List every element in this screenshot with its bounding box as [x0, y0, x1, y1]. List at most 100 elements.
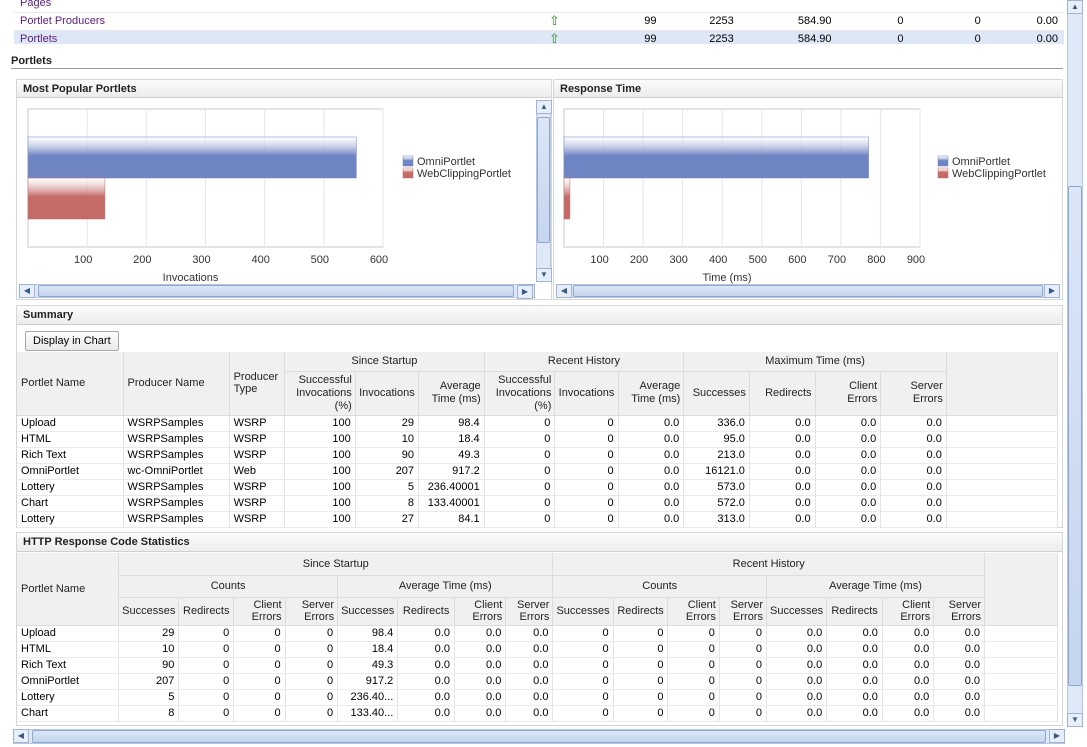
table-cell: 0.0	[766, 689, 828, 706]
column-header-client: Client Errors	[233, 597, 286, 626]
legend-label: WebClippingPortlet	[417, 168, 511, 180]
scroll-thumb[interactable]	[32, 730, 1046, 743]
table-row[interactable]: Rich Text WSRPSamples WSRP 100 90 49.3 0 0 0.0 21…	[17, 447, 1059, 464]
table-cell: 0.0	[815, 495, 882, 512]
table-cell: 100	[284, 431, 356, 448]
table-row[interactable]: HTML WSRPSamples WSRP 100 10 18.4 0 0 0.0 95.0 0.0…	[17, 431, 1059, 448]
portlet-link[interactable]: Portlets	[14, 30, 534, 44]
table-cell: 0.0	[505, 625, 554, 642]
table-row[interactable]: Lottery 5 0 0 0 236.40... 0.0 0.0 0.0 0 0 0 0 0.0 0.0 0…	[17, 689, 1058, 706]
scroll-thumb[interactable]	[537, 117, 550, 243]
portlet-link[interactable]: Pages	[14, 0, 534, 13]
bar-omniportlet[interactable]	[563, 136, 869, 179]
group-header-recent-history: Recent History	[552, 553, 986, 576]
page-vertical-scrollbar[interactable]: ▲ ▼	[1067, 0, 1083, 727]
scroll-thumb[interactable]	[573, 285, 1043, 297]
scroll-right-icon[interactable]: ▶	[517, 285, 533, 299]
scroll-left-icon[interactable]: ◀	[13, 729, 29, 743]
most-popular-portlets-chart: 100 200 300 400 500 600 Invocations OmniPortlet…	[27, 108, 511, 284]
scroll-left-icon[interactable]: ◀	[556, 284, 572, 298]
table-row[interactable]: Upload WSRPSamples WSRP 100 29 98.4 0 0 0.0 336.0…	[17, 415, 1059, 432]
legend-swatch	[402, 155, 414, 167]
bar-webclippingportlet[interactable]	[563, 177, 571, 220]
table-row[interactable]: Lottery WSRPSamples WSRP 100 27 84.1 0 0 0.0 313.…	[17, 511, 1059, 528]
table-cell: 236.40001	[418, 479, 485, 496]
chart-vertical-scrollbar[interactable]: ▲ ▼	[536, 100, 552, 282]
table-cell: 0	[233, 673, 286, 690]
table-cell: 0	[178, 641, 235, 658]
table-cell: 0.0	[397, 673, 455, 690]
table-cell: 0	[719, 673, 767, 690]
table-cell: 0.0	[880, 463, 947, 480]
table-row[interactable]: Rich Text 90 0 0 0 49.3 0.0 0.0 0.0 0 0 0 0 0.0 0.0 0.0…	[17, 657, 1058, 674]
table-row[interactable]: HTML 10 0 0 0 18.4 0.0 0.0 0.0 0 0 0 0 0.0 0.0 0.0 0.0	[17, 641, 1058, 658]
scroll-up-icon[interactable]: ▲	[536, 100, 552, 114]
table-cell: 0.0	[454, 641, 507, 658]
column-header-ss-invocations: Invocations	[355, 371, 420, 416]
table-cell: WSRP	[229, 495, 286, 512]
table-cell: 0	[285, 641, 339, 658]
metric-cell: 584.90	[739, 30, 838, 44]
table-cell: 0	[484, 415, 556, 432]
table-row[interactable]: Portlet Producers ⇧ 99 2253 584.90 0 0 0.00	[14, 12, 1064, 31]
portlet-link[interactable]: Portlet Producers	[14, 12, 534, 31]
column-header-client: Client Errors	[454, 597, 507, 626]
table-cell: 0.0	[505, 641, 554, 658]
row-filler	[946, 447, 1059, 464]
table-cell: 0	[552, 673, 614, 690]
metric-cell: 2253	[662, 30, 740, 44]
table-cell: 0.0	[815, 447, 882, 464]
table-row[interactable]: OmniPortlet wc-OmniPortlet Web 100 207 917.2 0…	[17, 463, 1059, 480]
scroll-up-icon[interactable]: ▲	[1067, 0, 1083, 14]
most-popular-portlets-panel: Most Popular Portlets 100 200 300 400 500 600…	[16, 79, 552, 300]
table-cell: 0.0	[397, 641, 455, 658]
table-cell: 0	[233, 625, 286, 642]
scroll-right-icon[interactable]: ▶	[1044, 284, 1060, 298]
bar-omniportlet[interactable]	[27, 136, 357, 179]
table-cell: 0.0	[618, 463, 685, 480]
table-cell: 0	[667, 657, 720, 674]
scroll-left-icon[interactable]: ◀	[19, 284, 35, 298]
table-cell: 100	[284, 495, 356, 512]
chart-horizontal-scrollbar[interactable]: ◀ ▶	[556, 284, 1060, 298]
table-cell: 207	[355, 463, 420, 480]
bar-webclippingportlet[interactable]	[27, 177, 106, 220]
row-filler	[984, 657, 1058, 674]
table-cell: Lottery	[17, 479, 124, 496]
up-arrow-icon: ⇧	[548, 31, 560, 44]
scroll-down-icon[interactable]: ▼	[536, 268, 552, 282]
table-row[interactable]: Upload 29 0 0 0 98.4 0.0 0.0 0.0 0 0 0 0 0.0 0.0 0.0 0.0	[17, 625, 1058, 642]
table-cell: 0.0	[815, 431, 882, 448]
scroll-thumb[interactable]	[1068, 186, 1082, 686]
summary-panel: Summary Display in Chart Portlet Name Pro…	[16, 305, 1063, 528]
portlets-section-title: Portlets	[11, 55, 52, 67]
table-cell: 0.0	[826, 657, 883, 674]
table-cell: 572.0	[683, 495, 750, 512]
table-row[interactable]: Chart WSRPSamples WSRP 100 8 133.40001 0 0 0.0 57…	[17, 495, 1059, 512]
page-horizontal-scrollbar[interactable]: ◀ ▶	[13, 729, 1065, 744]
table-row[interactable]: Portlets ⇧ 99 2253 584.90 0 0 0.00	[14, 30, 1064, 44]
table-cell: 98.4	[337, 625, 399, 642]
table-row[interactable]: Chart 8 0 0 0 133.40... 0.0 0.0 0.0 0 0 0 0 0.0 0.0 0.0…	[17, 705, 1058, 722]
x-tick-label: 400	[709, 254, 727, 266]
x-axis-label: Invocations	[163, 272, 219, 284]
table-cell: 84.1	[418, 511, 485, 528]
table-cell: 0	[233, 641, 286, 658]
table-cell: 8	[355, 495, 420, 512]
table-cell: 0.0	[454, 673, 507, 690]
column-header-redirects: Redirects	[397, 597, 455, 626]
table-row[interactable]: OmniPortlet 207 0 0 0 917.2 0.0 0.0 0.0 0 0 0 0 0.0 0.…	[17, 673, 1058, 690]
table-cell: 0	[552, 705, 614, 722]
table-cell: 0	[552, 625, 614, 642]
chart-horizontal-scrollbar[interactable]: ◀ ▶	[19, 284, 535, 298]
scroll-thumb[interactable]	[38, 285, 514, 297]
display-in-chart-button[interactable]: Display in Chart	[25, 331, 119, 351]
scroll-right-icon[interactable]: ▶	[1049, 729, 1065, 743]
table-row[interactable]: Lottery WSRPSamples WSRP 100 5 236.40001 0 0 0.0…	[17, 479, 1059, 496]
table-cell: 100	[284, 479, 356, 496]
table-cell: 0	[233, 689, 286, 706]
table-cell: 5	[118, 689, 180, 706]
legend-label: OmniPortlet	[952, 156, 1010, 168]
scroll-down-icon[interactable]: ▼	[1067, 713, 1083, 727]
table-row[interactable]: Pages	[14, 0, 1064, 13]
